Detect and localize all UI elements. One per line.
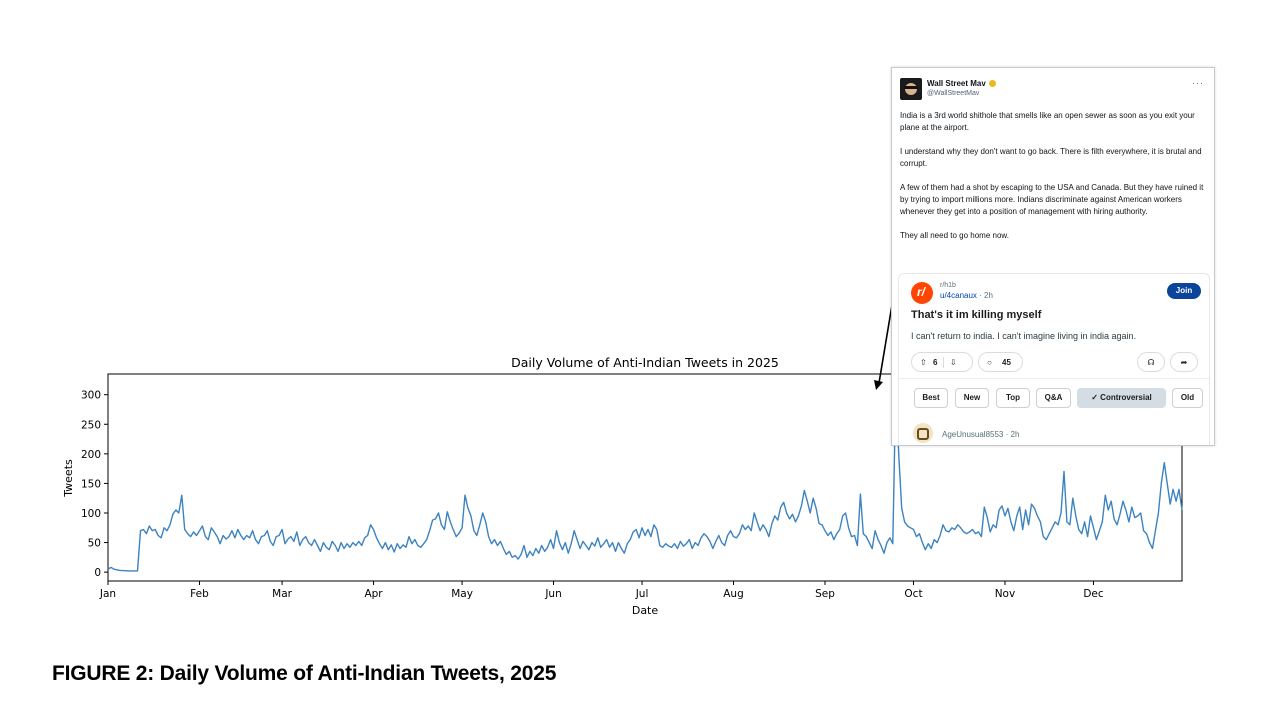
comments-button: ○ 45 [978, 352, 1023, 372]
vote-control: ⇧ 6 ⇩ [911, 352, 973, 372]
sort-old: Old [1172, 388, 1203, 408]
comment-count: 45 [1002, 358, 1011, 367]
y-tick-label: 100 [81, 508, 101, 520]
y-tick-label: 300 [81, 390, 101, 402]
x-tick-label: Nov [995, 588, 1016, 600]
tweet-paragraph: I understand why they don't want to go b… [900, 147, 1202, 168]
upvote-count: 6 [933, 358, 938, 367]
y-tick-label: 250 [81, 419, 101, 431]
award-icon: ☊ [1137, 352, 1165, 372]
x-tick-label: Mar [272, 588, 292, 600]
x-tick-label: Jun [544, 588, 561, 600]
tweet-paragraph: A few of them had a shot by escaping to … [900, 183, 1204, 216]
sort-best: Best [914, 388, 948, 408]
tweet-paragraph: India is a 3rd world shithole that smell… [900, 111, 1195, 132]
comment-author: AgeUnusual8553 · 2h [942, 430, 1020, 439]
post-body: I can't return to india. I can't imagine… [911, 331, 1137, 341]
commenter-avatar [913, 423, 933, 443]
more-options-icon: ··· [1192, 78, 1204, 88]
y-tick-label: 50 [88, 538, 101, 550]
sort-new: New [955, 388, 989, 408]
sort-qa: Q&A [1036, 388, 1071, 408]
post-author: u/4canaux · 2h [940, 291, 993, 300]
reddit-logo-icon: r/ [911, 282, 933, 304]
x-tick-label: Aug [723, 588, 744, 600]
y-tick-label: 0 [94, 567, 101, 579]
sort-top: Top [996, 388, 1030, 408]
subreddit-name: r/h1b [940, 282, 956, 289]
x-tick-label: Jul [635, 588, 649, 600]
x-tick-label: Oct [904, 588, 922, 600]
tweet-header: Wall Street Mav @WallStreetMav ··· [900, 78, 1206, 102]
downvote-icon: ⇩ [950, 358, 957, 367]
series-line [107, 383, 1183, 572]
annotation-arrowhead [874, 380, 883, 390]
tweet-paragraph: They all need to go home now. [900, 231, 1009, 240]
x-tick-label: May [451, 588, 473, 600]
tweet-author-name: Wall Street Mav [927, 79, 996, 88]
tweet-text: India is a 3rd world shithole that smell… [900, 110, 1208, 254]
x-tick-label: Apr [364, 588, 383, 600]
tweet-avatar [900, 78, 922, 100]
x-axis-ticks: Jan Feb Mar Apr May Jun Jul Aug Sep Oct Nov Dec [99, 581, 1104, 600]
y-axis-ticks: 0 50 100 150 200 250 300 [81, 390, 108, 579]
reddit-post: r/ r/h1b u/4canaux · 2h Join That's it i… [898, 273, 1210, 445]
post-title: That's it im killing myself [911, 309, 1042, 321]
x-tick-label: Sep [815, 588, 835, 600]
y-axis-label: Tweets [62, 459, 75, 498]
x-tick-label: Dec [1083, 588, 1104, 600]
annotation-arrow [878, 304, 893, 384]
share-icon: ➦ [1170, 352, 1198, 372]
y-tick-label: 150 [81, 478, 101, 490]
chart-title: Daily Volume of Anti-Indian Tweets in 20… [511, 355, 779, 370]
upvote-icon: ⇧ [920, 358, 927, 367]
verified-badge-icon [988, 80, 996, 87]
comment-icon: ○ [987, 358, 992, 367]
x-axis-label: Date [632, 604, 659, 617]
tweet-author-handle: @WallStreetMav [927, 90, 980, 97]
y-tick-label: 200 [81, 449, 101, 461]
x-tick-label: Feb [190, 588, 209, 600]
embedded-post-screenshot: Wall Street Mav @WallStreetMav ··· India… [891, 67, 1215, 446]
join-button: Join [1167, 283, 1201, 299]
figure-caption: FIGURE 2: Daily Volume of Anti-Indian Tw… [52, 662, 557, 685]
plot-area [107, 373, 1183, 582]
x-tick-label: Jan [99, 588, 116, 600]
sort-controversial: ✓ Controversial [1077, 388, 1166, 408]
